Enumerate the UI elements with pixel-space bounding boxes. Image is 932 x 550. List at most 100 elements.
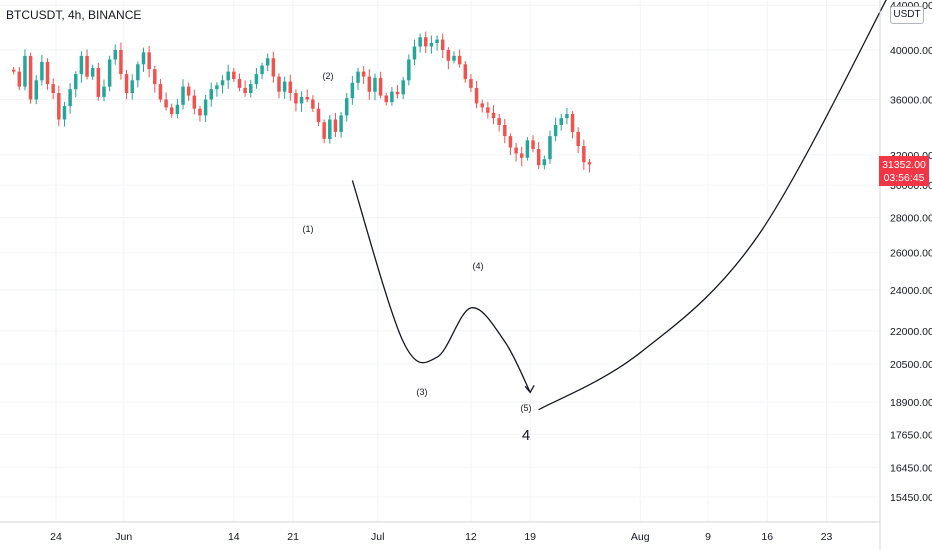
candle-body	[322, 122, 326, 139]
candle-body	[232, 71, 236, 80]
candle-body	[130, 80, 134, 94]
candle-body	[113, 50, 118, 60]
candle-body	[469, 79, 473, 88]
candle-body	[429, 43, 434, 47]
currency-button[interactable]: USDT	[890, 6, 924, 24]
candle-body	[124, 74, 129, 94]
candle-body	[570, 114, 575, 132]
candle-body	[62, 106, 67, 120]
candle-body	[237, 79, 242, 88]
candle-body	[107, 59, 112, 87]
last-price-value: 31352.00	[882, 159, 926, 171]
candle-body	[23, 55, 27, 87]
candle-body	[175, 104, 180, 115]
wave-label: (1)	[303, 224, 314, 234]
time-tick-label: Aug	[631, 531, 650, 543]
candle-body	[192, 95, 197, 109]
candle-body	[328, 119, 332, 139]
price-tick-label: 28000.00	[890, 213, 932, 225]
candle-body	[136, 64, 140, 81]
candle-body	[452, 55, 456, 61]
candle-body	[457, 55, 462, 65]
time-tick-label: 23	[821, 531, 833, 543]
candles	[11, 31, 592, 173]
wave-label: (2)	[323, 71, 334, 81]
candle-body	[305, 96, 309, 100]
candle-body	[74, 74, 78, 90]
candle-body	[271, 58, 276, 77]
wave-label: 4	[522, 427, 530, 444]
candle-body	[119, 50, 123, 75]
wave-label: (3)	[417, 387, 428, 397]
candle-body	[536, 148, 541, 166]
price-tick-label: 24000.00	[890, 285, 932, 297]
candle-body	[412, 46, 417, 60]
candle-body	[474, 87, 479, 104]
candle-body	[390, 91, 394, 103]
candle-body	[34, 80, 38, 100]
candle-body	[440, 39, 445, 50]
candle-body	[344, 98, 349, 116]
candle-body	[418, 37, 422, 47]
candle-body	[249, 84, 253, 94]
candle-body	[565, 114, 569, 119]
countdown-timer: 03:56:45	[884, 172, 925, 184]
candle-body	[401, 80, 405, 95]
wave-path	[351, 180, 531, 393]
candle-body	[181, 86, 185, 105]
candle-body	[203, 99, 208, 116]
candle-body	[531, 140, 535, 149]
candle-body	[288, 81, 293, 94]
candle-body	[384, 95, 389, 103]
candle-body	[559, 118, 564, 125]
candle-body	[553, 124, 558, 137]
candle-body	[333, 119, 338, 132]
candle-body	[503, 124, 507, 137]
candle-body	[102, 86, 106, 97]
candle-body	[339, 115, 343, 132]
candle-body	[220, 80, 225, 86]
candle-body	[277, 76, 281, 92]
recovery-path	[538, 0, 887, 411]
candle-body	[311, 99, 315, 109]
candle-body	[373, 77, 377, 92]
candle-body	[198, 108, 202, 116]
price-axis[interactable]: 44000.0040000.0036000.0032000.0030000.00…	[879, 0, 932, 550]
grid	[0, 0, 879, 522]
price-tick-label: 20500.00	[890, 359, 932, 371]
candle-body	[226, 71, 230, 81]
candle-body	[141, 52, 146, 65]
wave-label: (4)	[473, 261, 484, 271]
candle-body	[525, 140, 530, 158]
candle-body	[367, 76, 372, 92]
last-price-tag-bg	[879, 156, 929, 186]
candle-body	[79, 55, 84, 75]
price-tick-label: 36000.00	[890, 94, 932, 106]
candle-body	[542, 159, 547, 166]
wave-label: (5)	[521, 403, 532, 413]
candle-body	[51, 84, 55, 94]
time-tick-label: Jul	[371, 531, 384, 543]
candle-body	[463, 64, 468, 80]
candle-body	[153, 69, 157, 85]
time-axis[interactable]: 24 Jun 14 21 Jul 12 19 Aug 9 16 23	[0, 521, 880, 543]
price-tick-label: 16450.00	[890, 462, 932, 474]
candle-body	[164, 99, 168, 108]
candle-body	[243, 87, 247, 94]
price-tick-label: 40000.00	[890, 45, 932, 57]
time-tick-label: 19	[524, 531, 536, 543]
candle-body	[548, 136, 552, 160]
time-tick-label: Jun	[115, 531, 132, 543]
price-tick-label: 22000.00	[890, 326, 932, 338]
candle-body	[576, 131, 580, 147]
candle-body	[68, 89, 72, 107]
candle-body	[519, 153, 524, 158]
candle-body	[57, 93, 61, 120]
candle-body	[158, 84, 163, 100]
candle-body	[186, 86, 191, 96]
candle-body	[85, 55, 89, 77]
candle-body	[424, 37, 428, 47]
wave-arrowhead	[524, 385, 535, 394]
